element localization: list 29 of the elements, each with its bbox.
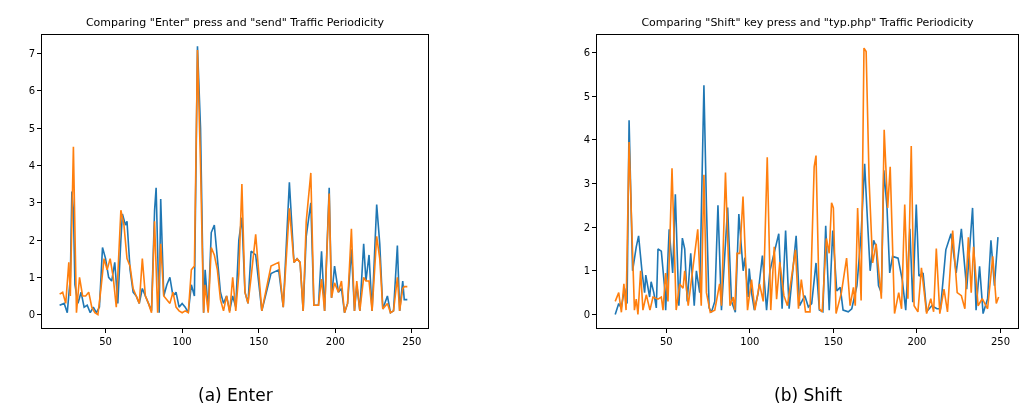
x-tick-label: 50 <box>659 336 673 347</box>
x-tick-label: 50 <box>99 336 112 347</box>
chart-title: Comparing "Shift" key press and "typ.php" Traffic Periodicity <box>641 15 975 29</box>
x-tick-label: 100 <box>172 336 192 347</box>
y-tick-label: 7 <box>28 48 35 60</box>
y-tick-label: 6 <box>583 46 590 58</box>
y-tick-label: 5 <box>28 122 35 134</box>
y-tick-label: 1 <box>583 265 590 277</box>
y-tick-label: 4 <box>28 159 35 171</box>
x-tick-label: 150 <box>249 336 269 347</box>
x-tick-label: 250 <box>402 336 422 347</box>
y-tick-label: 4 <box>583 134 590 146</box>
x-tick-label: 200 <box>325 336 345 347</box>
y-tick-label: 2 <box>583 221 590 233</box>
y-tick-label: 2 <box>28 234 35 246</box>
x-tick-label: 250 <box>990 336 1011 347</box>
chart-title: Comparing "Enter" press and "send" Traffic Periodicity <box>85 15 385 29</box>
y-tick-label: 1 <box>28 271 35 283</box>
text: (a) Enter <box>198 385 273 405</box>
y-tick-label: 6 <box>28 85 35 97</box>
y-tick-label: 0 <box>583 308 590 320</box>
y-tick-label: 3 <box>583 177 590 189</box>
x-tick-label: 100 <box>740 336 760 347</box>
x-tick-label: 150 <box>823 336 843 347</box>
y-tick-label: 3 <box>28 197 35 209</box>
y-tick-label: 5 <box>583 90 590 102</box>
y-tick-label: 0 <box>28 309 35 321</box>
x-tick-label: 200 <box>907 336 927 347</box>
text: (b) Shift <box>774 385 843 405</box>
